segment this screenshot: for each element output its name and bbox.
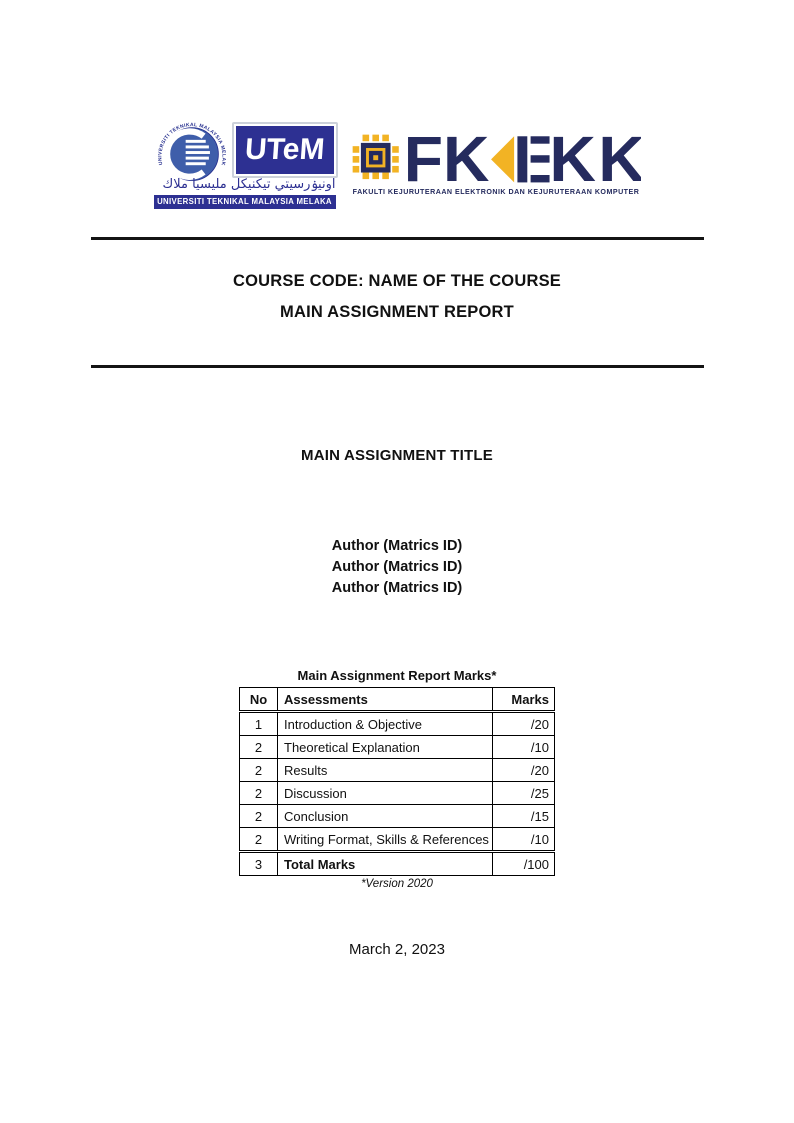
cell-no: 2 xyxy=(239,781,278,805)
author-line: Author (Matrics ID) xyxy=(331,558,463,575)
column-header-assessments: Assessments xyxy=(277,687,493,713)
cell-no: 1 xyxy=(239,711,278,736)
table-row: 2 Conclusion /15 xyxy=(239,804,555,828)
assignment-title: MAIN ASSIGNMENT TITLE xyxy=(301,447,493,464)
cell-marks: /25 xyxy=(492,781,555,805)
author-list: Author (Matrics ID) Author (Matrics ID) … xyxy=(0,536,794,598)
fkekk-bar xyxy=(516,136,527,183)
utem-jawi-text: اونيۏرسيتي تيكنيكل مليسيا ملاك xyxy=(162,177,336,192)
utem-logo: UNIVERSITI TEKNIKAL MALAYSIA MELAKA UTeM… xyxy=(153,114,338,209)
utem-acronym: UTeM xyxy=(243,133,326,166)
horizontal-rule-bottom xyxy=(91,365,704,368)
cell-marks: /10 xyxy=(492,827,555,852)
author-line: Author (Matrics ID) xyxy=(331,579,463,596)
cell-assessment: Writing Format, Skills & References xyxy=(277,827,493,852)
fkekk-e-bars xyxy=(530,136,550,183)
table-row: 2 Theoretical Explanation /10 xyxy=(239,735,555,759)
cell-no: 2 xyxy=(239,804,278,828)
marks-table: No Assessments Marks 1 Introduction & Ob… xyxy=(239,687,555,876)
fkekk-letters-kk: KK xyxy=(549,126,640,195)
logos-row: UNIVERSITI TEKNIKAL MALAYSIA MELAKA UTeM… xyxy=(0,114,794,209)
cell-assessment: Total Marks xyxy=(277,850,493,876)
horizontal-rule-top xyxy=(91,237,704,240)
utem-wordmark: UTeM xyxy=(231,122,338,178)
table-row: 2 Writing Format, Skills & References /1… xyxy=(239,827,555,852)
author-line: Author (Matrics ID) xyxy=(331,538,463,554)
fkekk-letters-fk: FK xyxy=(403,126,489,195)
table-row: 2 Discussion /25 xyxy=(239,781,555,805)
version-footnote: *Version 2020 xyxy=(361,878,433,890)
report-date: March 2, 2023 xyxy=(349,941,445,958)
cell-marks: /100 xyxy=(492,850,555,876)
table-header-row: No Assessments Marks xyxy=(239,687,555,713)
chip-icon xyxy=(352,134,399,180)
cell-marks: /15 xyxy=(492,804,555,828)
utem-name-bar: UNIVERSITI TEKNIKAL MALAYSIA MELAKA xyxy=(153,195,336,209)
cell-assessment: Results xyxy=(277,758,493,782)
utem-seal-icon: UNIVERSITI TEKNIKAL MALAYSIA MELAKA xyxy=(154,114,229,190)
table-row-total: 3 Total Marks /100 xyxy=(239,850,555,876)
fkekk-logo: FK KK FAKULTI KEJURUTERAAN ELEKTRONIK DA… xyxy=(352,126,641,196)
marks-table-caption: Main Assignment Report Marks* xyxy=(297,668,497,683)
cell-marks: /20 xyxy=(492,758,555,782)
cell-no: 3 xyxy=(239,850,278,876)
cell-marks: /20 xyxy=(492,711,555,736)
fkekk-chevron xyxy=(490,136,514,183)
cell-assessment: Introduction & Objective xyxy=(277,711,493,736)
table-row: 1 Introduction & Objective /20 xyxy=(239,711,555,736)
fkekk-faculty-name: FAKULTI KEJURUTERAAN ELEKTRONIK DAN KEJU… xyxy=(352,187,639,196)
cell-assessment: Discussion xyxy=(277,781,493,805)
cell-marks: /10 xyxy=(492,735,555,759)
report-type-title: MAIN ASSIGNMENT REPORT xyxy=(280,303,514,321)
cell-no: 2 xyxy=(239,758,278,782)
marks-table-wrap: No Assessments Marks 1 Introduction & Ob… xyxy=(0,687,794,890)
cell-no: 2 xyxy=(239,735,278,759)
column-header-marks: Marks xyxy=(492,687,555,713)
cell-no: 2 xyxy=(239,827,278,852)
table-row: 2 Results /20 xyxy=(239,758,555,782)
column-header-no: No xyxy=(239,687,278,713)
course-code-title: COURSE CODE: NAME OF THE COURSE xyxy=(233,272,561,290)
cell-assessment: Theoretical Explanation xyxy=(277,735,493,759)
utem-name-text: UNIVERSITI TEKNIKAL MALAYSIA MELAKA xyxy=(157,197,332,207)
cell-assessment: Conclusion xyxy=(277,804,493,828)
